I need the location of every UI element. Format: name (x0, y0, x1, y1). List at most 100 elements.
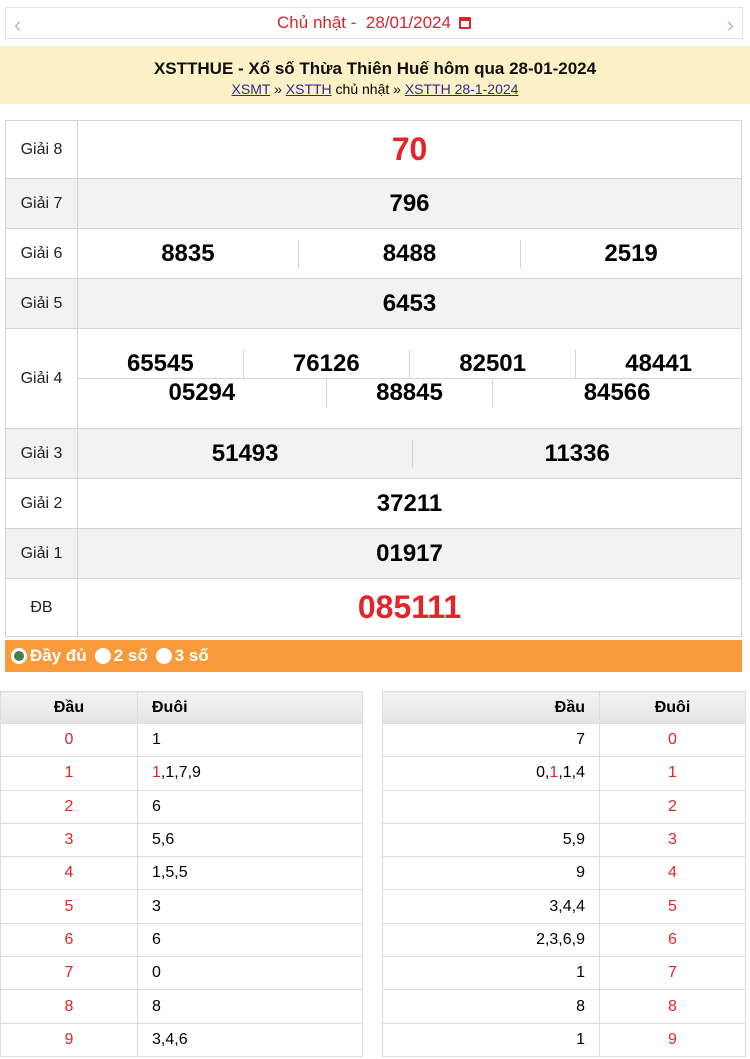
prize-number: 085111 (357, 589, 462, 625)
prize-number-grid: 085111 (78, 589, 741, 626)
prize-number: 51493 (78, 439, 413, 468)
digit-cell: 5 (0, 889, 138, 924)
table-row: 3,4,4 5 (382, 889, 746, 924)
option-label: Đầy đủ (30, 646, 87, 665)
radio-icon[interactable] (94, 648, 111, 664)
prize-row: Giải 8 70 (5, 120, 742, 179)
digit-cell: 2 (0, 789, 138, 824)
prize-label: Giải 7 (5, 178, 78, 229)
table-row: 2,3,6,9 6 (382, 922, 746, 958)
option-2[interactable]: 3 số (155, 646, 209, 666)
table-row: 9 3,4,6 (0, 1022, 363, 1057)
breadcrumb-xstth[interactable]: XSTTH (285, 81, 332, 97)
prize-number-row: 65545 76126 82501 48441 (78, 350, 741, 379)
value-part: ,1,4 (558, 764, 585, 782)
prize-numbers: 01917 (77, 528, 742, 579)
page-header: XSTTHUE - Xổ số Thừa Thiên Huế hôm qua 2… (0, 46, 750, 104)
chevron-left-icon[interactable]: ‹ (14, 12, 22, 37)
option-0[interactable]: Đầy đủ (11, 646, 87, 666)
value-part: 9 (576, 864, 585, 882)
calendar-icon[interactable] (458, 17, 471, 29)
value-part: 1 (549, 764, 559, 782)
prize-row: Giải 3 51493 11336 (5, 428, 742, 479)
dau-table: Đầu Đuôi 0 1 1 1,1,7,9 2 6 3 5,6 4 1,5,5 5 3 6 6 7 0 8 8 9 3,… (0, 691, 363, 1057)
prize-number-row: 70 (78, 131, 741, 168)
prize-number-row: 05294 88845 84566 (78, 378, 741, 407)
breadcrumb-xsmt[interactable]: XSMT (231, 81, 271, 97)
option-label: 3 số (174, 646, 209, 665)
prize-numbers: 796 (77, 178, 742, 229)
prize-number-row: 8835 8488 2519 (78, 239, 741, 268)
prize-label: Giải 8 (5, 120, 78, 179)
digit-cell: 8 (599, 989, 746, 1024)
prize-row: Giải 2 37211 (5, 478, 742, 529)
value-part: 2,3,6,9 (536, 930, 585, 948)
column-header: Đầu (382, 691, 600, 724)
values-cell: 6 (137, 789, 363, 824)
prize-numbers: 6453 (77, 278, 742, 329)
prize-numbers: 085111 (77, 578, 742, 637)
breadcrumb: XSMT » XSTTH chủ nhật » XSTTH 28-1-2024 (0, 81, 750, 97)
date-label[interactable]: Chủ nhật - 28/01/2024 (277, 13, 451, 32)
prize-numbers: 70 (77, 120, 742, 179)
value-part: 0, (536, 764, 550, 782)
prize-number: 82501 (408, 350, 576, 379)
digit-cell: 4 (599, 856, 746, 891)
prize-number-grid: 8835 8488 2519 (78, 239, 741, 268)
prize-number-grid: 6453 (78, 289, 741, 318)
breadcrumb-xstth-date[interactable]: XSTTH 28-1-2024 (404, 81, 519, 97)
values-cell: 5,6 (137, 822, 363, 858)
values-cell (382, 789, 600, 824)
chevron-right-icon[interactable]: › (726, 12, 734, 37)
prize-label: Giải 4 (5, 328, 78, 429)
radio-icon[interactable] (11, 648, 27, 664)
column-header: Đuôi (137, 691, 363, 724)
prize-number: 70 (391, 131, 428, 167)
value-part: 1 (576, 1030, 585, 1048)
prize-row: Giải 5 6453 (5, 278, 742, 329)
prize-number-row: 796 (78, 189, 741, 218)
digit-cell: 2 (599, 789, 746, 824)
prize-number-grid: 51493 11336 (78, 439, 741, 468)
values-cell: 3 (137, 889, 363, 924)
value-part: 8 (152, 997, 161, 1015)
prize-numbers: 8835 8488 2519 (77, 228, 742, 279)
prize-label: Giải 2 (5, 478, 78, 529)
values-cell: 1 (382, 1022, 600, 1057)
value-part: 1 (152, 764, 161, 782)
digit-cell: 3 (599, 822, 746, 858)
values-cell: 3,4,4 (382, 889, 600, 924)
prize-row: ĐB 085111 (5, 578, 742, 637)
table-row: 5,9 3 (382, 822, 746, 858)
table-header: Đầu Đuôi (0, 691, 363, 724)
table-row: 4 1,5,5 (0, 856, 363, 891)
value-part: 3,4,6 (152, 1030, 188, 1048)
prize-table: Giải 8 70 Giải 7 796 Giải 6 8835 8488 2519 Giải … (5, 120, 742, 637)
values-cell: 0,1,1,4 (382, 756, 600, 791)
value-part: 3,4,4 (549, 897, 585, 915)
prize-number-row: 085111 (78, 589, 741, 626)
prize-number: 48441 (575, 350, 741, 379)
digit-cell: 3 (0, 822, 138, 858)
prize-number-row: 37211 (78, 490, 741, 518)
prize-number-grid: 01917 (78, 539, 741, 568)
table-row: 2 (382, 789, 746, 824)
digit-cell: 6 (599, 922, 746, 958)
date-navigator: ‹ Chủ nhật - 28/01/2024 › (5, 7, 743, 39)
table-row: 1 1,1,7,9 (0, 756, 363, 791)
values-cell: 3,4,6 (137, 1022, 363, 1057)
option-1[interactable]: 2 số (94, 646, 148, 666)
digit-cell: 7 (599, 956, 746, 991)
table-row: 0,1,1,4 1 (382, 756, 746, 791)
table-row: 3 5,6 (0, 822, 363, 858)
prize-number: 37211 (376, 489, 443, 517)
values-cell: 7 (382, 722, 600, 758)
radio-icon[interactable] (155, 648, 172, 664)
prize-number: 8488 (297, 239, 521, 268)
prize-number-row: 01917 (78, 539, 741, 568)
